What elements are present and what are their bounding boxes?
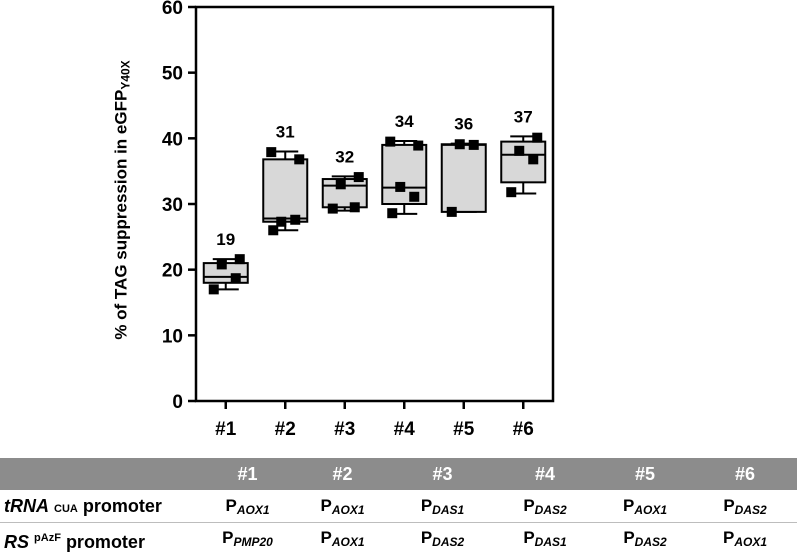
- data-point: [327, 203, 338, 214]
- header-cell: #2: [332, 464, 353, 484]
- table-cell: PPMP20: [222, 528, 273, 549]
- header-cell: #5: [634, 464, 656, 484]
- data-point: [532, 132, 543, 143]
- y-tick-label: 30: [162, 195, 183, 216]
- y-tick-label: 40: [162, 129, 183, 150]
- table-cell: PAOX1: [722, 528, 768, 549]
- table-cell: PAOX1: [320, 528, 365, 549]
- table-row-trna: tRNA CUA promoter PAOX1 PAOX1 PDAS1 PDAS…: [0, 490, 797, 523]
- box: [440, 143, 487, 213]
- data-point: [335, 179, 346, 190]
- table-cell: PDAS2: [723, 496, 767, 517]
- data-point: [506, 187, 517, 198]
- data-point: [395, 181, 406, 192]
- row-label-rs: RS pAzF promoter: [4, 522, 145, 554]
- row-label-tail: promoter: [65, 532, 145, 552]
- x-tick-label: #2: [275, 419, 296, 440]
- table-cell: PDAS2: [523, 496, 567, 517]
- data-point: [216, 259, 227, 270]
- box: [381, 143, 428, 205]
- header-cell: #1: [237, 464, 258, 484]
- table-cell: PAOX1: [225, 496, 270, 517]
- y-tick-label: 20: [162, 261, 183, 282]
- data-point: [349, 202, 360, 213]
- box-value-label: 36: [454, 115, 473, 134]
- table-cell: PDAS2: [420, 528, 465, 549]
- data-point: [409, 191, 420, 202]
- y-tick-label: 10: [162, 326, 183, 347]
- header-cell: #6: [734, 464, 756, 484]
- y-tick-label: 50: [162, 64, 183, 85]
- data-point: [385, 136, 396, 147]
- row-label-small: CUA: [54, 503, 78, 515]
- data-point: [468, 139, 479, 150]
- box-value-label: 37: [514, 107, 533, 126]
- x-tick-label: #4: [394, 419, 416, 440]
- row-label-main: RS: [4, 532, 30, 552]
- y-tick-label: 60: [162, 0, 183, 19]
- plot-frame: [194, 5, 555, 403]
- data-point: [230, 273, 241, 284]
- table-row-rs: RS pAzF promoter PPMP20 PAOX1 PDAS2 PDAS…: [0, 522, 797, 554]
- y-axis-title-text: % of TAG suppression in eGFP: [111, 89, 131, 340]
- box-value-label: 31: [276, 122, 295, 141]
- header-cell: #4: [534, 464, 556, 484]
- row-label-superscript: pAzF: [34, 532, 61, 544]
- y-tick-label: 0: [172, 392, 183, 413]
- x-tick-label: #1: [215, 419, 237, 440]
- x-tick-label: #5: [453, 419, 475, 440]
- y-axis-title-subscript: Y40X: [118, 60, 133, 90]
- row-label-trna: tRNA CUA promoter: [4, 490, 162, 522]
- promoter-table: #1 #2 #3 #4 #5 #6 tRNA CUA promoter PAOX…: [0, 458, 797, 554]
- table-cell: PDAS2: [623, 528, 667, 549]
- box-plot-chart: 0 10 20 30 40 50 60 #1 #2 #3 #4 #5 #6 19 31 32 34 36 37: [162, 0, 555, 440]
- data-point: [234, 254, 245, 265]
- data-point: [294, 154, 305, 165]
- data-point: [413, 140, 424, 151]
- data-point: [290, 214, 301, 225]
- data-point: [353, 172, 364, 183]
- table-cell: PDAS1: [420, 496, 465, 517]
- box: [262, 158, 309, 223]
- data-point: [446, 206, 457, 217]
- data-point: [268, 225, 279, 236]
- table-cell: PAOX1: [622, 496, 668, 517]
- data-point: [387, 208, 398, 219]
- data-point: [528, 154, 539, 165]
- table-cell: PDAS1: [523, 528, 567, 549]
- row-label-main: tRNA: [4, 496, 49, 516]
- box-value-label: 34: [395, 112, 414, 131]
- box-value-label: 32: [335, 147, 354, 166]
- data-point: [266, 147, 277, 158]
- table-header-row: #1 #2 #3 #4 #5 #6: [0, 458, 797, 490]
- data-point: [514, 145, 525, 156]
- x-tick-label: #6: [513, 419, 534, 440]
- table-cell: PAOX1: [320, 496, 365, 517]
- data-point: [276, 216, 287, 227]
- box-value-label: 19: [216, 230, 235, 249]
- header-cell: #3: [432, 464, 453, 484]
- data-point: [208, 284, 219, 295]
- row-label-tail: promoter: [82, 496, 162, 516]
- data-point: [454, 139, 465, 150]
- x-tick-label: #3: [334, 419, 355, 440]
